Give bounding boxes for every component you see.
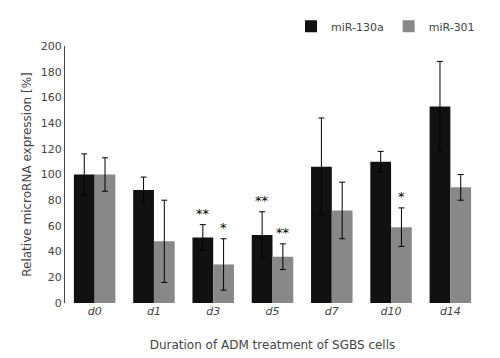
svg-text:d3: d3: [206, 305, 220, 318]
svg-text:d10: d10: [381, 305, 402, 318]
svg-text:140: 140: [41, 117, 62, 130]
svg-text:miR-130a: miR-130a: [331, 21, 384, 34]
svg-text:**: **: [196, 206, 210, 221]
svg-text:d1: d1: [147, 305, 161, 318]
svg-text:d14: d14: [440, 305, 461, 318]
svg-text:60: 60: [48, 220, 62, 233]
svg-text:**: **: [276, 225, 290, 240]
svg-text:100: 100: [41, 168, 62, 181]
svg-text:180: 180: [41, 66, 62, 79]
svg-text:*: *: [398, 189, 405, 204]
svg-text:d0: d0: [88, 305, 102, 318]
svg-text:d5: d5: [266, 305, 280, 318]
svg-text:200: 200: [41, 40, 62, 53]
svg-text:Relative microRNA expression [: Relative microRNA expression [%]: [20, 72, 34, 277]
svg-text:miR-301: miR-301: [429, 21, 475, 34]
svg-text:0: 0: [55, 297, 62, 310]
svg-text:120: 120: [41, 143, 62, 156]
svg-text:80: 80: [48, 194, 62, 207]
svg-text:40: 40: [48, 245, 62, 258]
svg-text:**: **: [255, 193, 269, 208]
svg-text:160: 160: [41, 91, 62, 104]
svg-text:d7: d7: [325, 305, 339, 318]
svg-text:*: *: [220, 220, 227, 235]
svg-text:Duration of ADM treatment of S: Duration of ADM treatment of SGBS cells: [150, 338, 396, 352]
svg-text:20: 20: [48, 271, 62, 284]
